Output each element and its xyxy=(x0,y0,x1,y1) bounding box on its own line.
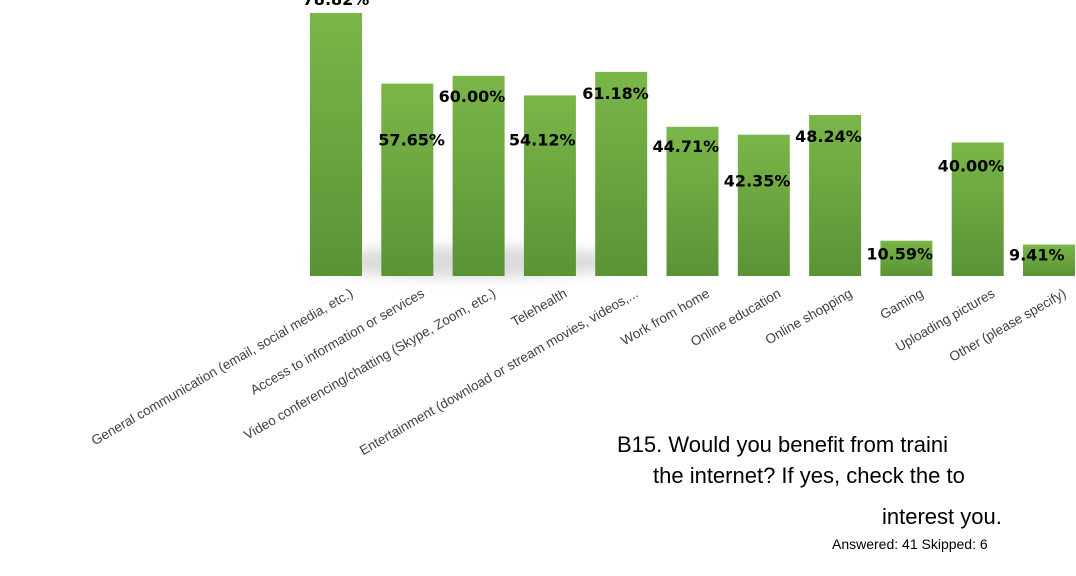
bar-7 xyxy=(737,134,790,276)
bar-5 xyxy=(595,71,648,277)
bar-11 xyxy=(1023,244,1075,276)
response-counts: Answered: 41 Skipped: 6 xyxy=(832,536,988,552)
bar-6 xyxy=(666,126,719,276)
x-tick-label-3: Video conferencing/chatting (Skype, Zoom… xyxy=(241,286,498,443)
data-label-10: 40.00% xyxy=(938,157,1005,176)
data-label-5: 61.18% xyxy=(582,84,649,103)
data-label-3: 60.00% xyxy=(439,87,506,106)
bar-10 xyxy=(951,142,1004,276)
x-tick-label-9: Gaming xyxy=(877,286,925,323)
x-tick-label-4: Telehealth xyxy=(509,286,570,330)
data-label-7: 42.35% xyxy=(724,172,791,191)
chart-title-line-3: interest you. xyxy=(882,504,1002,529)
bar-1 xyxy=(310,13,362,276)
data-label-2: 57.65% xyxy=(378,131,445,150)
data-label-8: 48.24% xyxy=(795,127,862,146)
bar-3 xyxy=(452,75,505,276)
bar-4 xyxy=(523,95,576,277)
bar-9 xyxy=(880,240,933,276)
bar-2 xyxy=(381,83,434,276)
data-label-4: 54.12% xyxy=(509,130,576,149)
chart-title-line-1: B15. Would you benefit from traini xyxy=(617,432,948,457)
data-label-11: 9.41% xyxy=(1009,246,1065,265)
bar-8 xyxy=(809,115,862,276)
x-tick-label-11: Other (please specify) xyxy=(947,286,1069,365)
data-label-9: 10.59% xyxy=(866,245,933,264)
data-label-1: 78.82% xyxy=(303,0,370,9)
data-label-6: 44.71% xyxy=(653,137,720,156)
chart-title-line-2: the internet? If yes, check the to xyxy=(653,463,965,488)
x-tick-label-1: General communication (email, social med… xyxy=(89,286,356,449)
